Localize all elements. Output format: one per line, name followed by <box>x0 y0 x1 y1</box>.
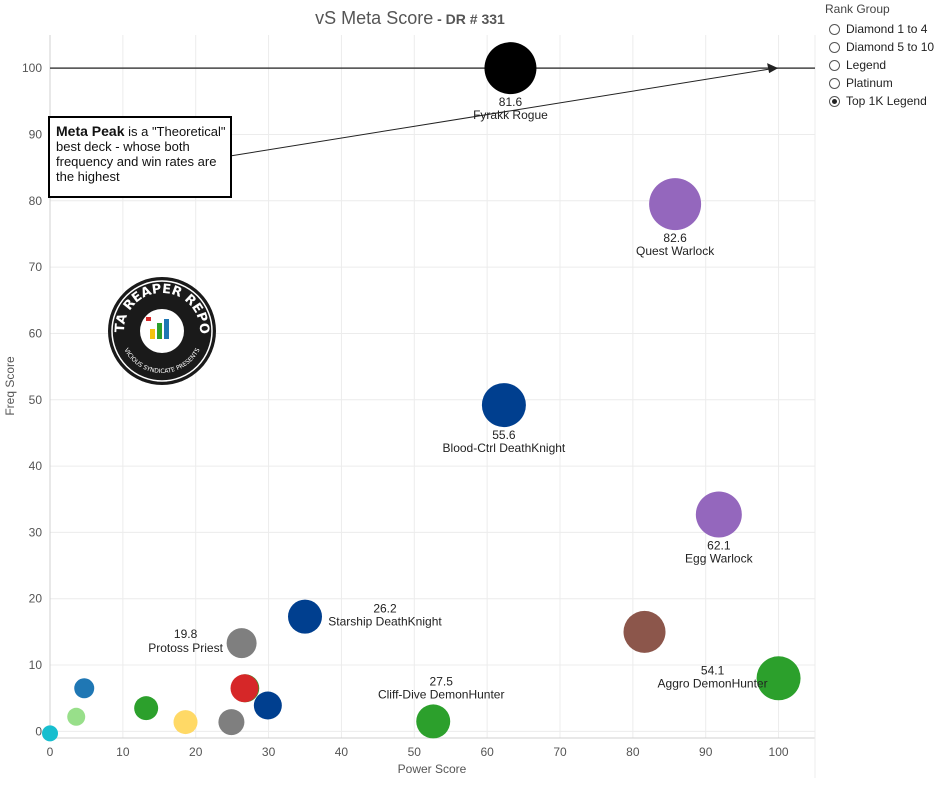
point-name-label: Aggro DemonHunter <box>658 676 768 690</box>
x-tick-label: 10 <box>116 745 130 759</box>
rank-group-legend: Rank Group Diamond 1 to 4 Diamond 5 to 10… <box>825 2 943 110</box>
data-points <box>42 42 801 742</box>
point-name-label: Starship DeathKnight <box>328 615 442 629</box>
callout-arrow <box>229 63 779 157</box>
logo-bar <box>157 323 162 339</box>
y-tick-label: 10 <box>29 658 43 672</box>
legend-option[interactable]: Legend <box>825 56 943 74</box>
point-score-label: 81.6 <box>499 95 523 109</box>
data-point <box>74 678 95 699</box>
x-tick-label: 40 <box>335 745 349 759</box>
point-name-label: Quest Warlock <box>636 244 715 258</box>
data-point <box>416 704 451 739</box>
data-point <box>649 178 702 231</box>
data-point <box>218 709 245 736</box>
logo-bar <box>150 329 155 339</box>
y-tick-label: 80 <box>29 194 43 208</box>
point-name-label: Fyrakk Rogue <box>473 108 548 122</box>
point-name-label: Blood-Ctrl DeathKnight <box>443 441 566 455</box>
point-score-label: 19.8 <box>174 627 198 641</box>
data-point <box>288 599 322 634</box>
x-tick-label: 50 <box>408 745 422 759</box>
y-tick-label: 30 <box>29 525 43 539</box>
legend-option-label: Platinum <box>846 76 893 90</box>
data-point <box>695 491 742 538</box>
data-point <box>484 42 537 95</box>
point-score-label: 55.6 <box>492 428 516 442</box>
logo-mark <box>146 317 151 321</box>
logo-bar <box>164 319 169 339</box>
legend-option[interactable]: Diamond 5 to 10 <box>825 38 943 56</box>
meta-peak-callout: Meta Peak is a "Theoretical" best deck -… <box>48 116 232 198</box>
point-score-label: 27.5 <box>430 674 454 688</box>
data-point <box>230 674 259 703</box>
x-tick-label: 0 <box>47 745 54 759</box>
legend-option-label: Diamond 1 to 4 <box>846 22 928 36</box>
y-tick-label: 50 <box>29 393 43 407</box>
legend-option-label: Top 1K Legend <box>846 94 927 108</box>
data-point <box>756 656 801 701</box>
legend-option-label: Diamond 5 to 10 <box>846 40 935 54</box>
x-tick-label: 80 <box>626 745 640 759</box>
y-tick-label: 20 <box>29 592 43 606</box>
y-tick-label: 100 <box>22 61 42 75</box>
y-tick-label: 70 <box>29 260 43 274</box>
radio-icon[interactable] <box>829 41 840 53</box>
point-score-label: 82.6 <box>663 231 687 245</box>
legend-title: Rank Group <box>825 2 890 16</box>
legend-option[interactable]: Top 1K Legend <box>825 92 943 110</box>
data-point <box>226 628 257 659</box>
point-score-label: 62.1 <box>707 538 731 552</box>
y-tick-label: 60 <box>29 326 43 340</box>
data-point <box>42 725 58 742</box>
x-tick-label: 90 <box>699 745 713 759</box>
x-tick-label: 30 <box>262 745 276 759</box>
callout-text: is a "Theoretical" best deck - whose bot… <box>56 124 226 184</box>
arrow-shaft <box>229 68 770 157</box>
legend-option[interactable]: Diamond 1 to 4 <box>825 20 943 38</box>
radio-icon[interactable] <box>829 95 840 107</box>
radio-icon[interactable] <box>829 77 840 89</box>
point-name-label: Egg Warlock <box>685 551 754 565</box>
point-score-label: 26.2 <box>373 602 397 616</box>
logo-inner-ring <box>111 280 213 382</box>
x-tick-label: 60 <box>480 745 494 759</box>
y-tick-label: 0 <box>35 724 42 738</box>
data-point <box>623 610 666 653</box>
legend-option[interactable]: Platinum <box>825 74 943 92</box>
y-tick-label: 40 <box>29 459 43 473</box>
data-point <box>134 696 159 721</box>
x-axis-title: Power Score <box>398 762 467 776</box>
data-point <box>173 710 198 735</box>
chart-title: vS Meta Score - DR # 331 <box>315 8 505 28</box>
callout-bold: Meta Peak <box>56 123 125 139</box>
data-point <box>253 691 282 720</box>
point-name-label: Protoss Priest <box>148 641 223 655</box>
y-tick-label: 90 <box>29 127 43 141</box>
y-axis-title: Freq Score <box>3 356 17 416</box>
radio-icon[interactable] <box>829 59 840 71</box>
legend-option-label: Legend <box>846 58 887 72</box>
x-tick-label: 100 <box>769 745 789 759</box>
x-tick-label: 20 <box>189 745 203 759</box>
data-point <box>481 383 526 428</box>
x-tick-label: 70 <box>553 745 567 759</box>
arrow-head <box>767 63 779 74</box>
point-score-label: 54.1 <box>701 663 725 677</box>
point-name-label: Cliff-Dive DemonHunter <box>378 687 505 701</box>
radio-icon[interactable] <box>829 23 840 35</box>
data-point <box>67 707 86 726</box>
